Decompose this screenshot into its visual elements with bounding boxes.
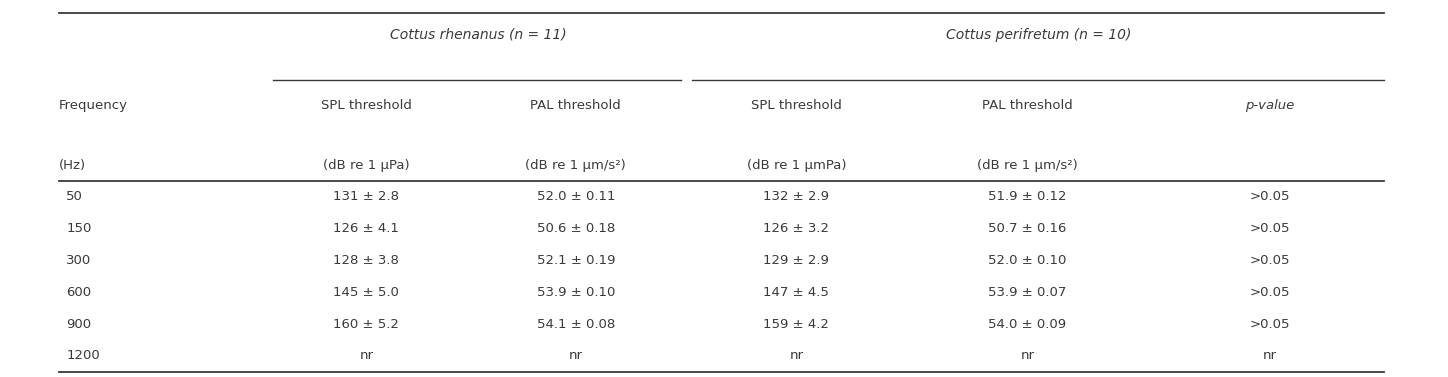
Text: Cottus perifretum (n = 10): Cottus perifretum (n = 10)	[946, 28, 1131, 41]
Text: 126 ± 4.1: 126 ± 4.1	[333, 222, 400, 235]
Text: 147 ± 4.5: 147 ± 4.5	[763, 286, 830, 299]
Text: SPL threshold: SPL threshold	[752, 99, 841, 112]
Text: PAL threshold: PAL threshold	[530, 99, 621, 112]
Text: 129 ± 2.9: 129 ± 2.9	[763, 254, 830, 267]
Text: 132 ± 2.9: 132 ± 2.9	[763, 190, 830, 204]
Text: >0.05: >0.05	[1250, 222, 1290, 235]
Text: Cottus rhenanus (n = 11): Cottus rhenanus (n = 11)	[390, 28, 566, 41]
Text: 53.9 ± 0.10: 53.9 ± 0.10	[537, 286, 615, 299]
Text: 600: 600	[67, 286, 91, 299]
Text: 52.1 ± 0.19: 52.1 ± 0.19	[537, 254, 615, 267]
Text: >0.05: >0.05	[1250, 286, 1290, 299]
Text: (dB re 1 μPa): (dB re 1 μPa)	[323, 159, 410, 172]
Text: 52.0 ± 0.11: 52.0 ± 0.11	[537, 190, 615, 204]
Text: 159 ± 4.2: 159 ± 4.2	[763, 318, 830, 331]
Text: p-value: p-value	[1245, 99, 1295, 112]
Text: 54.1 ± 0.08: 54.1 ± 0.08	[537, 318, 615, 331]
Text: 50: 50	[67, 190, 84, 204]
Text: Frequency: Frequency	[59, 99, 129, 112]
Text: 160 ± 5.2: 160 ± 5.2	[333, 318, 400, 331]
Text: SPL threshold: SPL threshold	[321, 99, 411, 112]
Text: 145 ± 5.0: 145 ± 5.0	[333, 286, 400, 299]
Text: 150: 150	[67, 222, 91, 235]
Text: (dB re 1 μm/s²): (dB re 1 μm/s²)	[977, 159, 1077, 172]
Text: 131 ± 2.8: 131 ± 2.8	[333, 190, 400, 204]
Text: 51.9 ± 0.12: 51.9 ± 0.12	[988, 190, 1067, 204]
Text: (dB re 1 μmPa): (dB re 1 μmPa)	[747, 159, 846, 172]
Text: 50.7 ± 0.16: 50.7 ± 0.16	[989, 222, 1067, 235]
Text: 900: 900	[67, 318, 91, 331]
Text: (dB re 1 μm/s²): (dB re 1 μm/s²)	[526, 159, 626, 172]
Text: 126 ± 3.2: 126 ± 3.2	[763, 222, 830, 235]
Text: nr: nr	[569, 349, 584, 362]
Text: 128 ± 3.8: 128 ± 3.8	[333, 254, 400, 267]
Text: 300: 300	[67, 254, 91, 267]
Text: >0.05: >0.05	[1250, 190, 1290, 204]
Text: 54.0 ± 0.09: 54.0 ± 0.09	[989, 318, 1067, 331]
Text: (Hz): (Hz)	[59, 159, 87, 172]
Text: 50.6 ± 0.18: 50.6 ± 0.18	[537, 222, 615, 235]
Text: nr: nr	[1263, 349, 1277, 362]
Text: nr: nr	[1021, 349, 1034, 362]
Text: 52.0 ± 0.10: 52.0 ± 0.10	[989, 254, 1067, 267]
Text: 53.9 ± 0.07: 53.9 ± 0.07	[989, 286, 1067, 299]
Text: 1200: 1200	[67, 349, 100, 362]
Text: nr: nr	[789, 349, 804, 362]
Text: >0.05: >0.05	[1250, 254, 1290, 267]
Text: >0.05: >0.05	[1250, 318, 1290, 331]
Text: nr: nr	[359, 349, 374, 362]
Text: PAL threshold: PAL threshold	[982, 99, 1073, 112]
